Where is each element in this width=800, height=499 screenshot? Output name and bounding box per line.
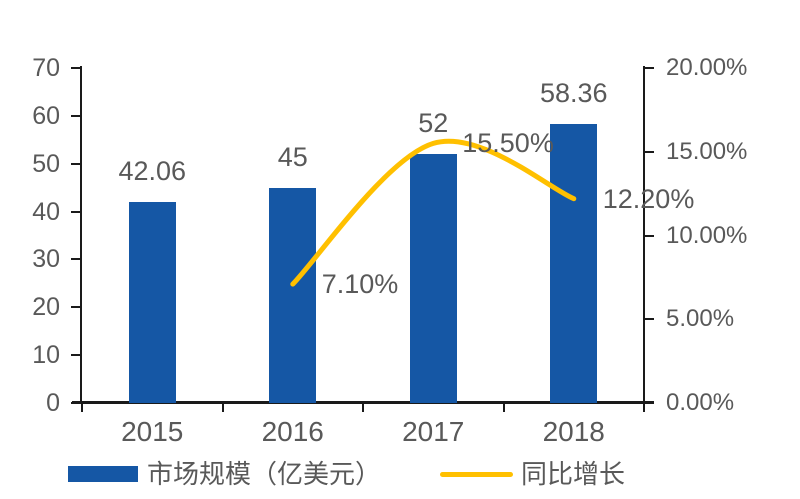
y-axis-tick xyxy=(71,67,82,69)
x-axis-tick xyxy=(502,403,505,412)
y2-axis-tick xyxy=(643,67,654,69)
x-axis-tick xyxy=(81,403,83,412)
y2-axis-tick xyxy=(643,318,654,321)
y-axis-tick xyxy=(71,210,82,213)
legend-line-label: 同比增长 xyxy=(521,459,626,489)
bar-2017 xyxy=(409,154,457,403)
left-axis-line xyxy=(80,66,82,404)
y-axis-tick-label: 30 xyxy=(32,245,60,274)
line-point-label: 12.20% xyxy=(602,183,695,214)
bar-2015 xyxy=(128,201,176,403)
x-axis-tick xyxy=(643,403,645,412)
y2-axis-tick xyxy=(643,150,654,153)
y-axis-tick-label: 50 xyxy=(32,149,60,178)
x-axis-label: 2018 xyxy=(542,416,605,447)
y-axis-tick-label: 70 xyxy=(32,54,60,82)
x-axis-label: 2015 xyxy=(121,416,184,447)
y-axis-tick xyxy=(71,402,82,404)
bar-2016 xyxy=(269,187,317,403)
bar-value-label: 52 xyxy=(418,108,449,139)
y2-axis-tick-label: 5.00% xyxy=(666,305,735,333)
y-axis-tick xyxy=(71,258,82,261)
bar-2018 xyxy=(550,123,598,403)
x-axis-tick xyxy=(221,403,224,412)
y-axis-tick xyxy=(71,114,82,117)
y2-axis-tick-label: 0.00% xyxy=(666,389,735,416)
bar-value-label: 42.06 xyxy=(118,155,187,186)
y2-axis-tick-label: 15.00% xyxy=(666,137,748,165)
x-axis-label: 2016 xyxy=(261,416,324,447)
legend-bar-label: 市场规模（亿美元） xyxy=(147,459,382,489)
y-axis-tick-label: 10 xyxy=(32,341,60,370)
x-axis-tick xyxy=(362,403,364,412)
y2-axis-tick xyxy=(643,234,654,237)
y-axis-tick xyxy=(71,162,82,165)
legend-line-swatch xyxy=(440,472,513,477)
y-axis-tick-label: 60 xyxy=(32,101,60,130)
y-axis-tick xyxy=(71,306,82,309)
x-axis-line xyxy=(72,401,654,404)
y2-axis-tick-label: 20.00% xyxy=(666,54,748,81)
y2-axis-tick-label: 10.00% xyxy=(666,221,748,249)
x-axis-label: 2017 xyxy=(402,416,465,447)
legend-bar-swatch xyxy=(68,466,138,482)
y-axis-tick xyxy=(71,354,82,357)
bar-value-label: 58.36 xyxy=(539,77,608,108)
line-point-label: 15.50% xyxy=(462,128,554,159)
y-axis-tick-label: 0 xyxy=(46,389,60,417)
bar-value-label: 45 xyxy=(277,141,308,172)
y-axis-tick-label: 20 xyxy=(32,293,60,322)
line-point-label: 7.10% xyxy=(321,269,399,300)
y2-axis-tick xyxy=(643,402,654,404)
y-axis-tick-label: 40 xyxy=(32,197,60,226)
